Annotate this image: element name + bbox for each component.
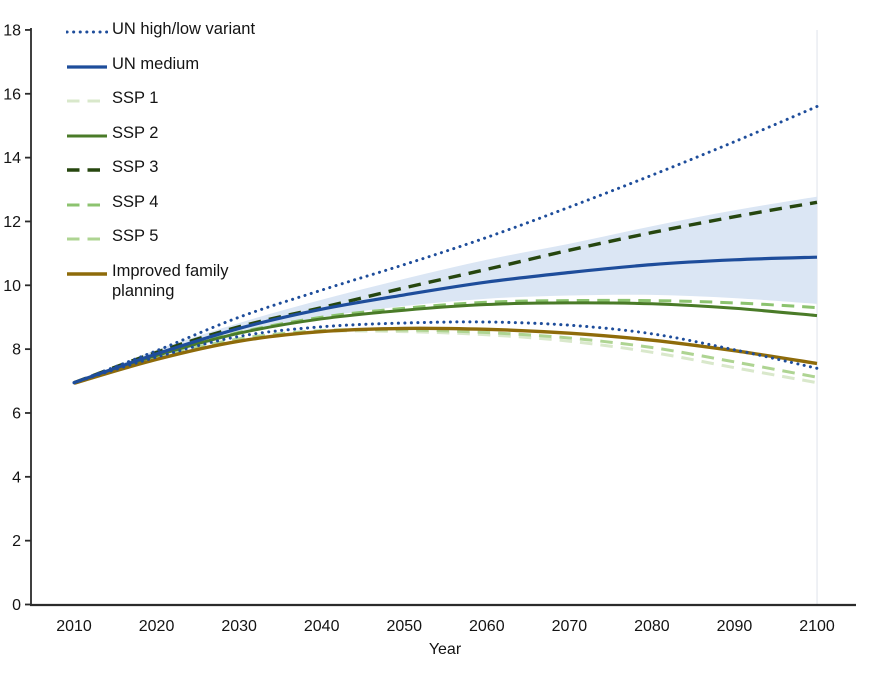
legend-item-ssp3: SSP 3 [66, 157, 267, 192]
legend-label: SSP 4 [112, 192, 159, 211]
legend-swatch-ssp2 [66, 126, 108, 146]
x-axis-title: Year [428, 641, 462, 658]
series-line-ssp-3 [73, 200, 818, 385]
x-tick-label: 2020 [139, 618, 175, 635]
x-tick-label: 2060 [469, 618, 505, 635]
legend-label: Improved family planning [112, 261, 229, 301]
chart-legend: UN high/low variant UN medium SSP 1 SSP … [65, 19, 267, 300]
legend-swatch-ssp3 [66, 160, 108, 180]
legend-swatch-improved-family-planning [66, 264, 108, 284]
legend-item-un-high-low: UN high/low variant [65, 19, 267, 54]
legend-item-ssp4: SSP 4 [66, 192, 267, 227]
series-line-ssp-2 [73, 301, 818, 385]
series-line-un-medium [73, 255, 818, 385]
legend-item-ssp5: SSP 5 [66, 226, 267, 261]
y-tick-label: 6 [12, 405, 21, 422]
series-line-ssp-5 [73, 328, 818, 385]
x-tick-label: 2030 [221, 618, 257, 635]
y-tick-label: 16 [3, 86, 21, 103]
x-tick-label: 2010 [56, 618, 92, 635]
y-tick-label: 4 [12, 469, 21, 486]
legend-swatch-un-medium [66, 57, 108, 77]
legend-swatch-un-high-low [65, 22, 109, 42]
legend-label: SSP 1 [112, 89, 159, 107]
legend-swatch-ssp4 [66, 195, 108, 215]
x-tick-label: 2050 [386, 618, 422, 635]
legend-swatch-ssp5 [66, 229, 108, 249]
legend-item-improved-family-planning: Improved family planning [66, 261, 267, 300]
x-tick-label: 2090 [717, 618, 753, 635]
legend-label: UN high/low variant [112, 20, 256, 38]
y-tick-label: 2 [12, 533, 21, 550]
legend-swatch-ssp1 [66, 91, 108, 111]
y-tick-label: 8 [12, 342, 21, 359]
x-tick-label: 2080 [634, 618, 670, 635]
shaded-uncertainty-band [107, 196, 817, 372]
series-line-un-high-low-variant-low [72, 320, 819, 385]
legend-label: SSP 3 [112, 158, 159, 176]
legend-item-un-medium: UN medium [66, 54, 267, 89]
y-tick-label: 14 [3, 150, 21, 167]
legend-label: UN medium [112, 54, 200, 73]
legend-label: SSP 2 [112, 123, 159, 142]
x-tick-label: 2040 [304, 618, 340, 635]
y-tick-label: 12 [3, 214, 21, 231]
y-tick-label: 0 [12, 597, 21, 614]
y-tick-label: 18 [3, 22, 21, 39]
x-tick-label: 2100 [799, 618, 835, 635]
x-tick-label: 2070 [552, 618, 588, 635]
legend-label: SSP 5 [112, 227, 159, 245]
y-tick-label: 10 [3, 278, 21, 295]
legend-item-ssp1: SSP 1 [66, 88, 267, 123]
series-line-improved-family-planning [73, 326, 818, 385]
legend-item-ssp2: SSP 2 [66, 123, 267, 158]
